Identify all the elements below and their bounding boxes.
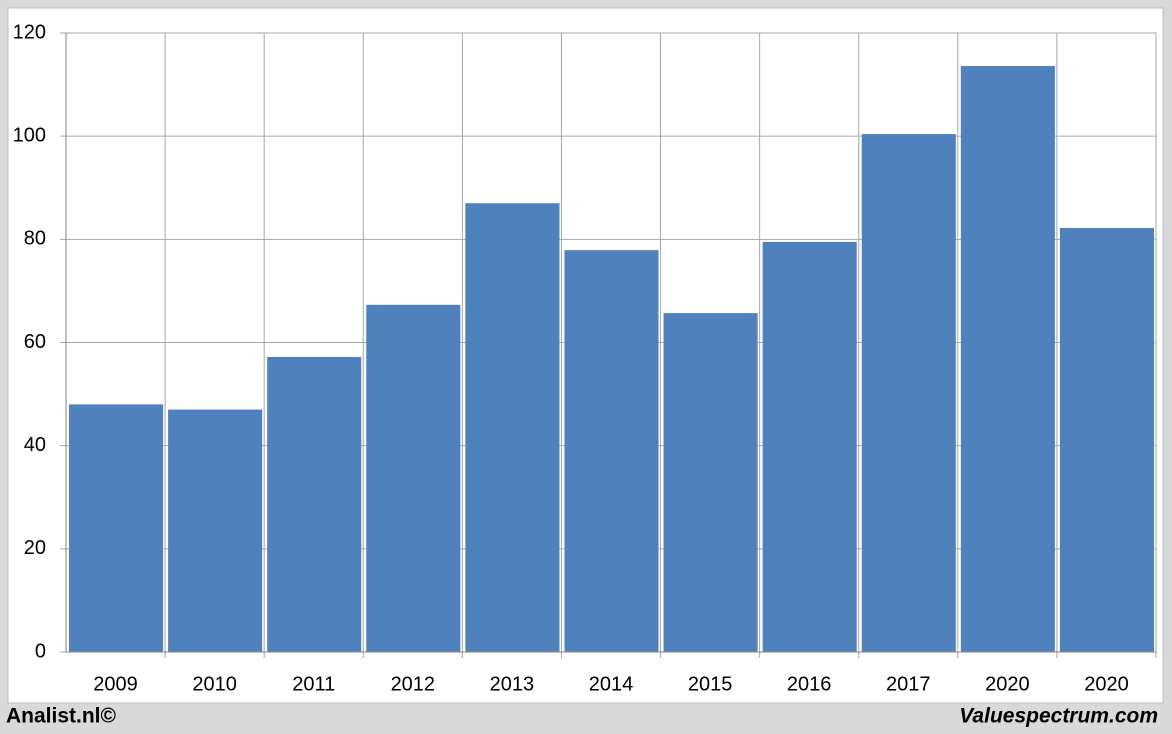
x-tick-label: 2015 bbox=[688, 673, 733, 695]
bar bbox=[564, 250, 659, 652]
bar bbox=[861, 134, 956, 652]
x-tick-label: 2013 bbox=[490, 673, 535, 695]
bar bbox=[960, 66, 1055, 653]
bar bbox=[465, 203, 560, 652]
y-tick-label: 0 bbox=[35, 640, 46, 662]
credit: Valuespectrum.com bbox=[959, 705, 1158, 728]
x-tick-label: 2009 bbox=[93, 673, 138, 695]
y-tick-label: 20 bbox=[24, 537, 46, 559]
bar bbox=[663, 313, 758, 652]
x-tick-label: 2020 bbox=[985, 673, 1030, 695]
bar bbox=[366, 304, 461, 652]
x-tick-label: 2010 bbox=[192, 673, 237, 695]
x-tick-label: 2020 bbox=[1084, 673, 1129, 695]
bar bbox=[267, 356, 362, 652]
x-tick-label: 2012 bbox=[391, 673, 436, 695]
x-tick-label: 2014 bbox=[589, 673, 634, 695]
bar bbox=[762, 241, 857, 652]
x-tick-label: 2017 bbox=[886, 673, 931, 695]
bar bbox=[1059, 227, 1154, 653]
y-tick-label: 100 bbox=[13, 124, 46, 146]
y-tick-label: 120 bbox=[13, 21, 46, 43]
x-tick-label: 2016 bbox=[787, 673, 832, 695]
y-tick-label: 40 bbox=[24, 434, 46, 456]
y-tick-label: 80 bbox=[24, 228, 46, 250]
x-tick-label: 2011 bbox=[292, 673, 335, 695]
y-tick-label: 60 bbox=[24, 331, 46, 353]
source: Analist.nl© bbox=[6, 705, 117, 728]
bar bbox=[69, 404, 164, 652]
bar bbox=[168, 409, 263, 652]
